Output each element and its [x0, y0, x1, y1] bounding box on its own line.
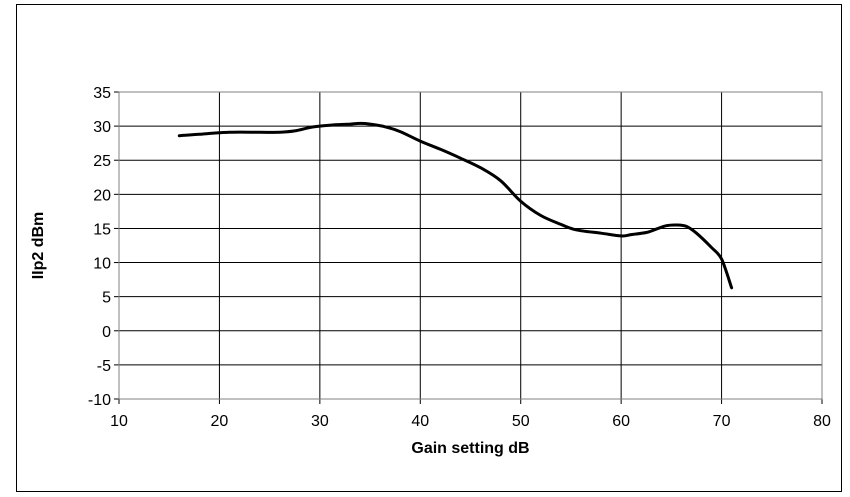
- y-tick-label: 30: [93, 119, 111, 136]
- y-tick-label: -5: [97, 358, 111, 375]
- x-tick-label: 20: [211, 413, 229, 430]
- x-tick-label: 60: [612, 413, 630, 430]
- x-tick-label: 30: [311, 413, 329, 430]
- y-tick-label: -10: [88, 392, 111, 409]
- x-axis-title: Gain setting dB: [411, 440, 529, 457]
- x-tick-label: 40: [411, 413, 429, 430]
- y-tick-labels: -10 -5 0 5 10 15 20 25 30 35: [88, 85, 111, 409]
- y-tick-label: 35: [93, 85, 111, 102]
- chart-frame: 10 20 30 40 50 60 70 80 -10 -5 0 5 10 15 20 25 30 35 Gai…: [16, 4, 842, 492]
- x-tick-label: 10: [110, 413, 128, 430]
- y-tick-label: 15: [93, 221, 111, 238]
- y-tick-label: 10: [93, 256, 111, 273]
- x-tick-label: 70: [713, 413, 731, 430]
- x-tick-label: 50: [512, 413, 530, 430]
- series-line: [177, 121, 734, 290]
- x-tick-label: 80: [813, 413, 831, 430]
- y-tick-label: 25: [93, 153, 111, 170]
- y-tick-label: 20: [93, 187, 111, 204]
- line-chart: 10 20 30 40 50 60 70 80 -10 -5 0 5 10 15 20 25 30 35 Gai…: [30, 85, 831, 457]
- y-tick-label: 0: [102, 324, 111, 341]
- plot-area: [118, 91, 823, 400]
- x-tick-labels: 10 20 30 40 50 60 70 80: [110, 413, 831, 430]
- gridlines: [114, 91, 823, 404]
- y-tick-label: 5: [102, 290, 111, 307]
- y-axis-title: IIp2 dBm: [30, 212, 47, 280]
